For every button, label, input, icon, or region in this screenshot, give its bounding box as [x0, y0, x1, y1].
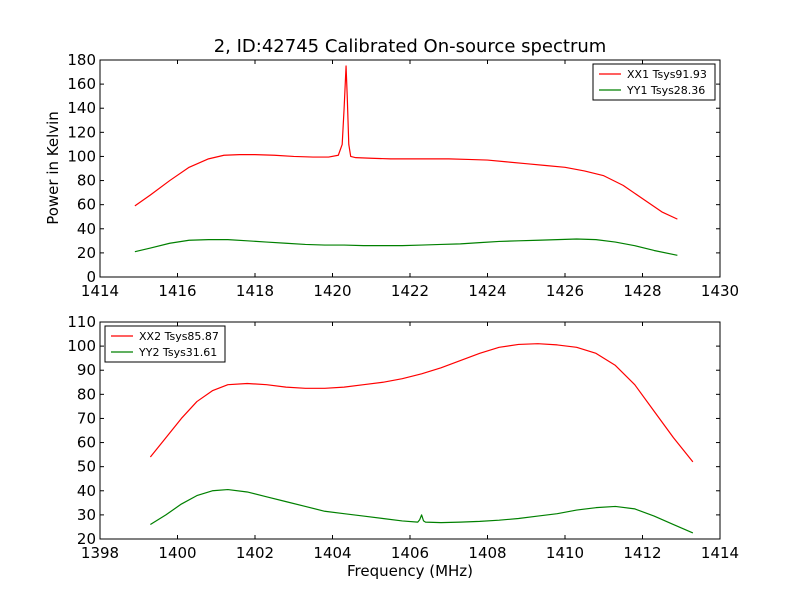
- legend-label: XX1 Tsys91.93: [627, 68, 707, 81]
- x-tick-label: 1402: [236, 544, 274, 562]
- x-tick-label: 1414: [81, 282, 119, 300]
- y-tick-label: 100: [67, 337, 96, 355]
- top-panel-plot-area: 1414 1416 1418 1420 1422 1424 1426 1428 1430 0 20 4…: [67, 51, 739, 300]
- y-tick-label: 80: [77, 385, 96, 403]
- legend-label: XX2 Tsys85.87: [139, 330, 219, 343]
- series-line-yy2: [150, 488, 694, 534]
- x-tick-label: 1400: [158, 544, 196, 562]
- legend: XX2 Tsys85.87 YY2 Tsys31.61: [104, 325, 226, 363]
- y-tick-label: 140: [67, 99, 96, 117]
- y-tick-label: 110: [67, 313, 96, 331]
- x-tick-label: 1424: [468, 282, 506, 300]
- x-tick-label: 1408: [468, 544, 506, 562]
- y-tick-label: 40: [77, 220, 96, 238]
- x-tick-label: 1404: [313, 544, 351, 562]
- y-tick-label: 40: [77, 482, 96, 500]
- legend: XX1 Tsys91.93 YY1 Tsys28.36: [592, 63, 716, 101]
- bottom-x-axis-label: Frequency (MHz): [347, 562, 473, 580]
- y-tick-label: 50: [77, 458, 96, 476]
- bottom-panel-plot-area: 1398 1400 1402 1404 1406 1408 1410 1412 1414 20 30…: [67, 313, 739, 562]
- y-tick-label: 180: [67, 51, 96, 69]
- y-tick-label: 30: [77, 506, 96, 524]
- x-tick-label: 1430: [701, 282, 739, 300]
- legend-box: [104, 325, 226, 363]
- y-tick-label: 160: [67, 75, 96, 93]
- x-tick-label: 1412: [623, 544, 661, 562]
- y-tick-label: 90: [77, 361, 96, 379]
- y-tick-label: 80: [77, 172, 96, 190]
- top-y-axis-label: Power in Kelvin: [44, 111, 62, 225]
- y-tick-label: 60: [77, 434, 96, 452]
- y-tick-label: 60: [77, 196, 96, 214]
- legend-box: [592, 63, 716, 101]
- x-tick-label: 1420: [313, 282, 351, 300]
- x-tick-label: 1410: [546, 544, 584, 562]
- chart-title: 2, ID:42745 Calibrated On-source spectru…: [214, 36, 607, 57]
- legend-label: YY2 Tsys31.61: [138, 346, 217, 359]
- x-tick-label: 1406: [391, 544, 429, 562]
- y-tick-label: 20: [77, 244, 96, 262]
- x-tick-label: 1416: [158, 282, 196, 300]
- x-tick-label: 1428: [623, 282, 661, 300]
- series-line-xx1: [134, 65, 678, 220]
- x-tick-label: 1414: [701, 544, 739, 562]
- y-tick-label: 120: [67, 123, 96, 141]
- x-tick-label: 1426: [546, 282, 584, 300]
- y-tick-label: 0: [86, 268, 96, 286]
- y-tick-label: 100: [67, 147, 96, 165]
- y-tick-label: 20: [77, 530, 96, 548]
- series-line-yy1: [134, 238, 678, 256]
- y-tick-label: 70: [77, 409, 96, 427]
- x-tick-label: 1398: [81, 544, 119, 562]
- legend-label: YY1 Tsys28.36: [626, 84, 705, 97]
- series-line-xx2: [149, 343, 694, 463]
- x-tick-label: 1422: [391, 282, 429, 300]
- x-tick-label: 1418: [236, 282, 274, 300]
